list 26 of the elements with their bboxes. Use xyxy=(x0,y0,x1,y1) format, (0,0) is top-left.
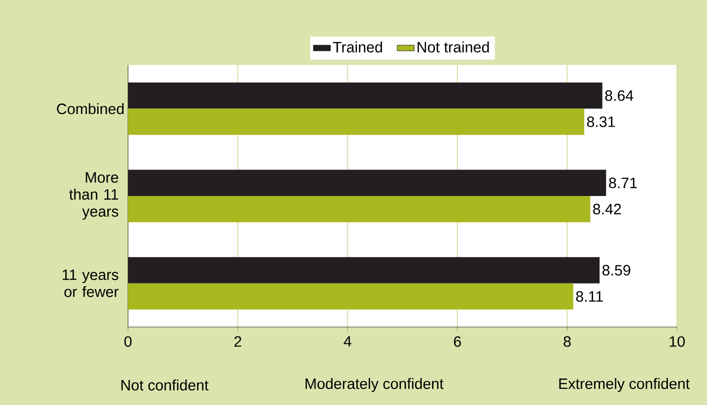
text: Extremely confident xyxy=(559,378,690,392)
x-tick-label: 6 xyxy=(454,336,461,347)
data-label: 8.42 xyxy=(593,204,621,214)
bar xyxy=(128,196,590,222)
bar xyxy=(128,82,602,109)
data-label: 8.31 xyxy=(587,116,615,128)
text: Not confident xyxy=(121,379,208,391)
x-tick-label: 4 xyxy=(344,336,352,347)
data-label: 8.64 xyxy=(605,90,634,101)
legend-label: Not trained xyxy=(418,41,489,52)
data-label: 8.59 xyxy=(602,264,630,276)
legend-label: Trained xyxy=(332,41,382,52)
x-tick-label: 2 xyxy=(234,336,242,347)
bar xyxy=(128,108,584,135)
text: Moderately confident xyxy=(306,378,444,392)
bar xyxy=(128,170,606,196)
x-tick-label: 0 xyxy=(124,336,132,347)
y-tick-label: Combined xyxy=(56,103,124,114)
bar xyxy=(128,257,600,284)
data-label: 8.11 xyxy=(576,291,603,302)
x-tick-label: 8 xyxy=(564,336,571,347)
bar xyxy=(128,283,574,310)
x-tick-label: 10 xyxy=(670,336,685,347)
data-label: 8.71 xyxy=(609,178,637,188)
y-tick-label: 11 years or fewer xyxy=(62,270,119,298)
y-tick-label: More than 11 years xyxy=(69,172,118,220)
